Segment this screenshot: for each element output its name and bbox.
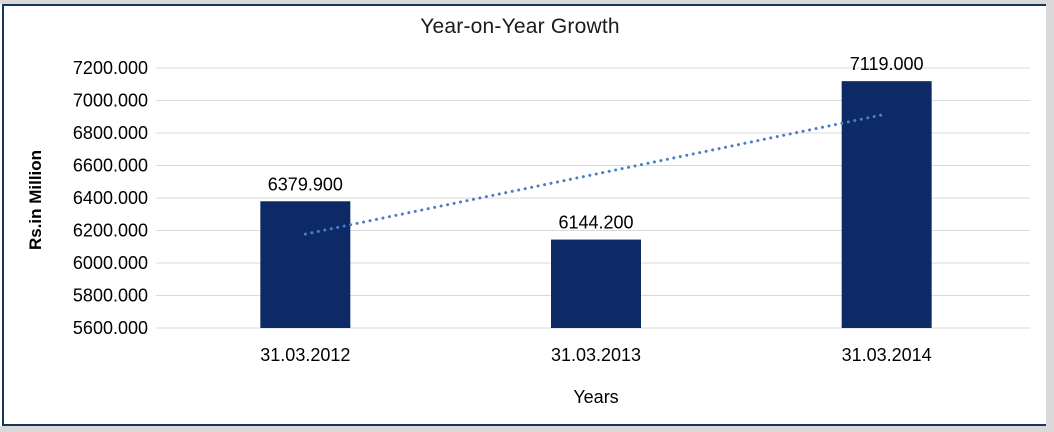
x-tick-label: 31.03.2013 bbox=[551, 345, 641, 365]
bar-value-label: 6379.900 bbox=[268, 174, 343, 194]
y-tick-label: 5800.000 bbox=[73, 286, 148, 306]
bar-value-label: 6144.200 bbox=[558, 213, 633, 233]
y-tick-label: 5600.000 bbox=[73, 318, 148, 338]
y-tick-label: 6000.000 bbox=[73, 253, 148, 273]
bar bbox=[260, 201, 351, 328]
y-tick-label: 6400.000 bbox=[73, 188, 148, 208]
bar bbox=[551, 239, 641, 328]
y-tick-label: 7000.000 bbox=[73, 91, 148, 111]
x-axis-title: Years bbox=[573, 387, 619, 407]
trendline bbox=[303, 112, 889, 236]
y-tick-label: 6200.000 bbox=[73, 221, 148, 241]
y-tick-label: 6600.000 bbox=[73, 156, 148, 176]
x-tick-label: 31.03.2012 bbox=[260, 345, 350, 365]
x-tick-label: 31.03.2014 bbox=[842, 345, 932, 365]
bar bbox=[841, 81, 932, 328]
page-margin-bottom bbox=[0, 426, 1054, 432]
y-tick-label: 6800.000 bbox=[73, 123, 148, 143]
page-margin-top bbox=[0, 0, 1054, 4]
y-tick-label: 7200.000 bbox=[73, 58, 148, 78]
bar-value-label: 7119.000 bbox=[850, 54, 924, 74]
chart-title: Year-on-Year Growth bbox=[420, 15, 620, 38]
page-margin-right bbox=[1046, 0, 1054, 432]
